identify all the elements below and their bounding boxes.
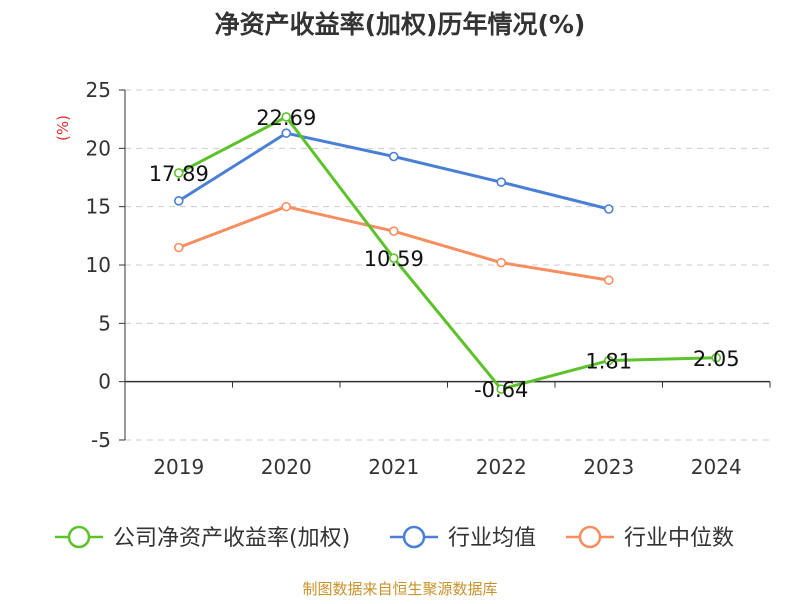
y-tick-label: 5 (98, 311, 111, 335)
data-label: -0.64 (474, 378, 528, 402)
data-label: 1.81 (585, 350, 632, 374)
y-tick-label: 25 (86, 78, 111, 102)
legend-label: 行业均值 (448, 526, 536, 551)
data-point (603, 204, 614, 214)
data-label: 17.89 (149, 162, 209, 186)
series-layer (173, 112, 722, 394)
legend: 公司净资产收益率(加权) 行业均值 行业中位数 (55, 525, 734, 551)
y-tick-label: 10 (86, 253, 111, 277)
y-axis-unit-label: (%) (54, 115, 72, 141)
legend-marker (402, 525, 426, 549)
legend-item-0: 公司净资产收益率(加权) (55, 525, 350, 551)
data-point (603, 355, 614, 366)
data-label: 2.05 (693, 347, 740, 371)
x-tick-label: 2020 (261, 455, 312, 479)
data-point (603, 275, 614, 285)
data-point (281, 201, 292, 212)
x-tick-label: 2019 (153, 455, 204, 479)
y-tick-label: -5 (91, 428, 111, 452)
data-point (173, 196, 184, 206)
data-label: 22.69 (256, 106, 316, 130)
data-point (496, 257, 507, 268)
data-point (496, 384, 507, 394)
legend-label: 公司净资产收益率(加权) (113, 526, 350, 551)
x-tick-label: 2024 (691, 455, 742, 479)
legend-marker (578, 525, 602, 549)
x-tick-label: 2022 (476, 455, 527, 479)
y-tick-label: 20 (86, 136, 111, 160)
data-label: 10.59 (364, 247, 424, 271)
y-tick-label: 0 (98, 370, 111, 394)
data-point (388, 226, 399, 236)
data-point (281, 128, 292, 138)
y-tick-label: 15 (86, 195, 111, 219)
data-point (388, 151, 399, 162)
data-point (711, 352, 722, 363)
data-label-layer: 17.89 22.69 10.59 -0.64 1.81 2.05 (149, 106, 740, 402)
series-1 (173, 128, 614, 214)
data-point (496, 177, 507, 187)
legend-item-2: 行业中位数 (566, 525, 734, 551)
data-point (173, 168, 184, 178)
series-0 (173, 112, 722, 394)
data-point (173, 242, 184, 253)
x-tick-label: 2023 (583, 455, 634, 479)
source-note: 制图数据来自恒生聚源数据库 (302, 580, 497, 598)
data-point (281, 112, 292, 122)
legend-marker (67, 525, 91, 549)
legend-item-1: 行业均值 (390, 525, 536, 551)
series-line (178, 115, 717, 391)
series-2 (173, 201, 614, 285)
axis-layer: -5 0 5 10 15 20 25 2019 2020 2021 2022 2023 2024 (86, 78, 771, 479)
chart-title: 净资产收益率(加权)历年情况(%) (215, 10, 586, 39)
legend-label: 行业中位数 (624, 526, 734, 551)
x-tick-label: 2021 (368, 455, 419, 479)
series-line (177, 131, 610, 211)
data-point (388, 253, 399, 263)
